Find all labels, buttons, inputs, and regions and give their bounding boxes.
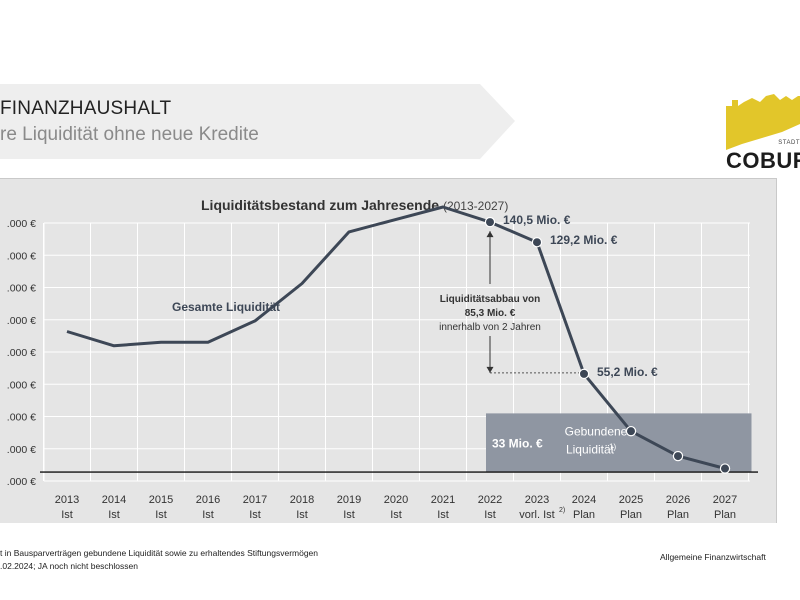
y-tick-label: .000 € (7, 250, 36, 262)
department-label: Allgemeine Finanzwirtschaft (660, 552, 766, 562)
annotation-arrowhead-down (486, 366, 494, 373)
footnote-1: t in Bausparverträgen gebundene Liquidit… (0, 548, 319, 558)
annotation-line: 85,3 Mio. € (465, 308, 516, 319)
x-tick-status: Ist (249, 509, 261, 521)
x-axis-labels: 2013 Ist 2014 Ist 2015 Ist 2016 Ist 2017 Ist 2018 I… (55, 494, 737, 521)
x-tick-year: 2018 (290, 494, 314, 506)
x-tick-year: 2023 (525, 494, 549, 506)
x-tick-year: 2016 (196, 494, 220, 506)
coburg-logo: STADT COBURG (722, 92, 800, 182)
y-tick-label: .000 € (7, 412, 36, 424)
series-line-gesamte-liquiditaet (66, 205, 726, 470)
x-tick-year: 2019 (337, 494, 361, 506)
annotation-line: innerhalb von 2 Jahren (439, 322, 541, 333)
page-title: FINANZHAUSHALT (0, 98, 172, 119)
x-tick-status: Ist (108, 509, 120, 521)
logo-small-text: STADT (778, 140, 800, 146)
x-tick-year: 2022 (478, 494, 502, 506)
logo-shape (726, 94, 800, 150)
x-tick-status: Plan (573, 509, 595, 521)
x-tick-status: Ist (61, 509, 73, 521)
x-tick-status: Ist (437, 509, 449, 521)
x-tick-year: 2027 (713, 494, 737, 506)
data-marker (719, 463, 731, 474)
x-tick-year: 2020 (384, 494, 408, 506)
logo-wordmark: COBURG (726, 148, 800, 173)
grid (43, 222, 750, 482)
x-tick-status: Ist (343, 509, 355, 521)
data-labels: 140,5 Mio. € 129,2 Mio. € 55,2 Mio. € (503, 213, 658, 379)
liquidity-line-chart: .000 € .000 € .000 € .000 € .000 € .000 € .000… (7, 205, 758, 521)
page-subtitle: re Liquidität ohne neue Kredite (0, 124, 259, 145)
y-tick-label: .000 € (7, 476, 36, 488)
x-tick-footnote-mark: 2) (559, 507, 565, 514)
x-tick-year: 2014 (102, 494, 126, 506)
x-tick-status: vorl. Ist (519, 509, 554, 521)
data-marker (672, 450, 684, 462)
gebunden-line2: Liquidität (566, 442, 615, 456)
x-tick-year: 2024 (572, 494, 596, 506)
annotation-arrowhead-up (486, 231, 494, 238)
x-tick-status: Ist (390, 509, 402, 521)
annotation-text: Liquiditätsabbau von 85,3 Mio. € innerhalb… (439, 294, 541, 333)
y-tick-label: .000 € (7, 283, 36, 295)
castle-logo-icon (726, 94, 800, 150)
annotation-arrows (486, 231, 494, 373)
chart-title: Liquiditätsbestand zum Jahresende (2013-… (201, 197, 508, 213)
data-markers (484, 216, 731, 474)
annotation-line: Liquiditätsabbau von (440, 294, 541, 305)
y-tick-label: .000 € (7, 315, 36, 327)
x-tick-status: Ist (296, 509, 308, 521)
x-tick-status: Plan (714, 509, 736, 521)
y-tick-label: .000 € (7, 347, 36, 359)
x-tick-year: 2025 (619, 494, 643, 506)
y-tick-label: .000 € (7, 444, 36, 456)
x-tick-year: 2013 (55, 494, 79, 506)
data-marker (484, 216, 496, 228)
x-tick-year: 2015 (149, 494, 173, 506)
y-tick-label: .000 € (7, 218, 36, 230)
data-label: 129,2 Mio. € (550, 233, 618, 247)
x-tick-status: Plan (620, 509, 642, 521)
series-label: Gesamte Liquidität (172, 300, 280, 314)
header-banner (0, 84, 515, 159)
x-tick-year: 2021 (431, 494, 455, 506)
data-marker (625, 425, 637, 437)
x-tick-status: Ist (202, 509, 214, 521)
data-label: 140,5 Mio. € (503, 213, 571, 227)
data-marker (578, 368, 590, 380)
y-tick-label: .000 € (7, 379, 36, 391)
x-tick-status: Plan (667, 509, 689, 521)
footnote-2: .02.2024; JA noch nicht beschlossen (0, 561, 138, 571)
gebunden-amount: 33 Mio. € (492, 437, 543, 451)
x-tick-status: Ist (155, 509, 167, 521)
chart-subtitle: (2013-2027) (442, 199, 509, 213)
data-marker (531, 237, 543, 248)
x-tick-year: 2017 (243, 494, 267, 506)
y-axis-ticks: .000 € .000 € .000 € .000 € .000 € .000 € .000… (7, 218, 36, 488)
x-tick-status: Ist (484, 509, 496, 521)
gebunden-line1: Gebundene (565, 424, 628, 438)
gebunden-footnote-mark: 1) (609, 442, 616, 451)
x-tick-year: 2026 (666, 494, 690, 506)
data-label: 55,2 Mio. € (597, 365, 658, 379)
chart-title-text: Liquiditätsbestand zum Jahresende (201, 197, 440, 213)
